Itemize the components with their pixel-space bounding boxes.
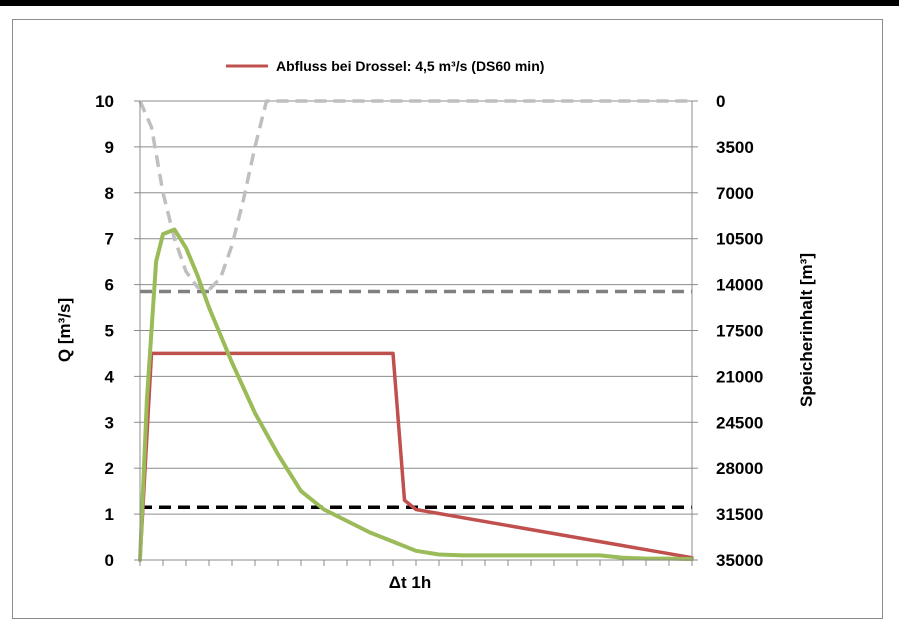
y-axis-right-title: Speicherinhalt [m³] [797, 253, 816, 407]
y-right-tick-label: 7000 [716, 184, 754, 203]
y-right-tick-label: 3500 [716, 138, 754, 157]
y-right-tick-label: 14000 [716, 276, 763, 295]
y-right-tick-label: 21000 [716, 367, 763, 386]
y-left-tick-label: 5 [105, 322, 114, 341]
y-right-tick-label: 17500 [716, 322, 763, 341]
series-line-2 [138, 99, 692, 292]
series-line-1 [138, 227, 694, 562]
y-right-tick-label: 35000 [716, 551, 763, 570]
legend-label: Abfluss bei Drossel: 4,5 m³/s (DS60 min) [276, 58, 544, 74]
y-right-tick-label: 28000 [716, 459, 763, 478]
y-left-tick-label: 8 [105, 184, 114, 203]
y-left-tick-label: 3 [105, 413, 114, 432]
legend: Abfluss bei Drossel: 4,5 m³/s (DS60 min) [226, 58, 544, 74]
y-axis-left: 0 1 2 3 4 5 6 7 8 9 10 [95, 92, 141, 570]
y-left-tick-label: 4 [105, 367, 115, 386]
gridlines [140, 100, 692, 561]
y-left-tick-label: 7 [105, 230, 114, 249]
series-layer [138, 99, 694, 562]
y-left-tick-label: 0 [105, 551, 114, 570]
y-left-tick-label: 10 [95, 92, 114, 111]
y-right-tick-label: 0 [716, 92, 725, 111]
y-axis-left-title: Q [m³/s] [55, 298, 74, 362]
y-left-tick-label: 9 [105, 138, 114, 157]
x-axis [139, 559, 693, 566]
y-right-tick-label: 10500 [716, 230, 763, 249]
x-axis-title: Δt 1h [389, 573, 431, 592]
y-right-tick-label: 31500 [716, 505, 763, 524]
window-top-border [0, 0, 899, 6]
y-left-tick-label: 1 [105, 505, 114, 524]
y-right-tick-label: 24500 [716, 413, 763, 432]
y-axis-right: 3500031500280002450021000175001400010500… [691, 92, 763, 570]
y-left-tick-label: 2 [105, 459, 114, 478]
y-left-tick-label: 6 [105, 276, 114, 295]
series-line-0 [138, 351, 694, 562]
